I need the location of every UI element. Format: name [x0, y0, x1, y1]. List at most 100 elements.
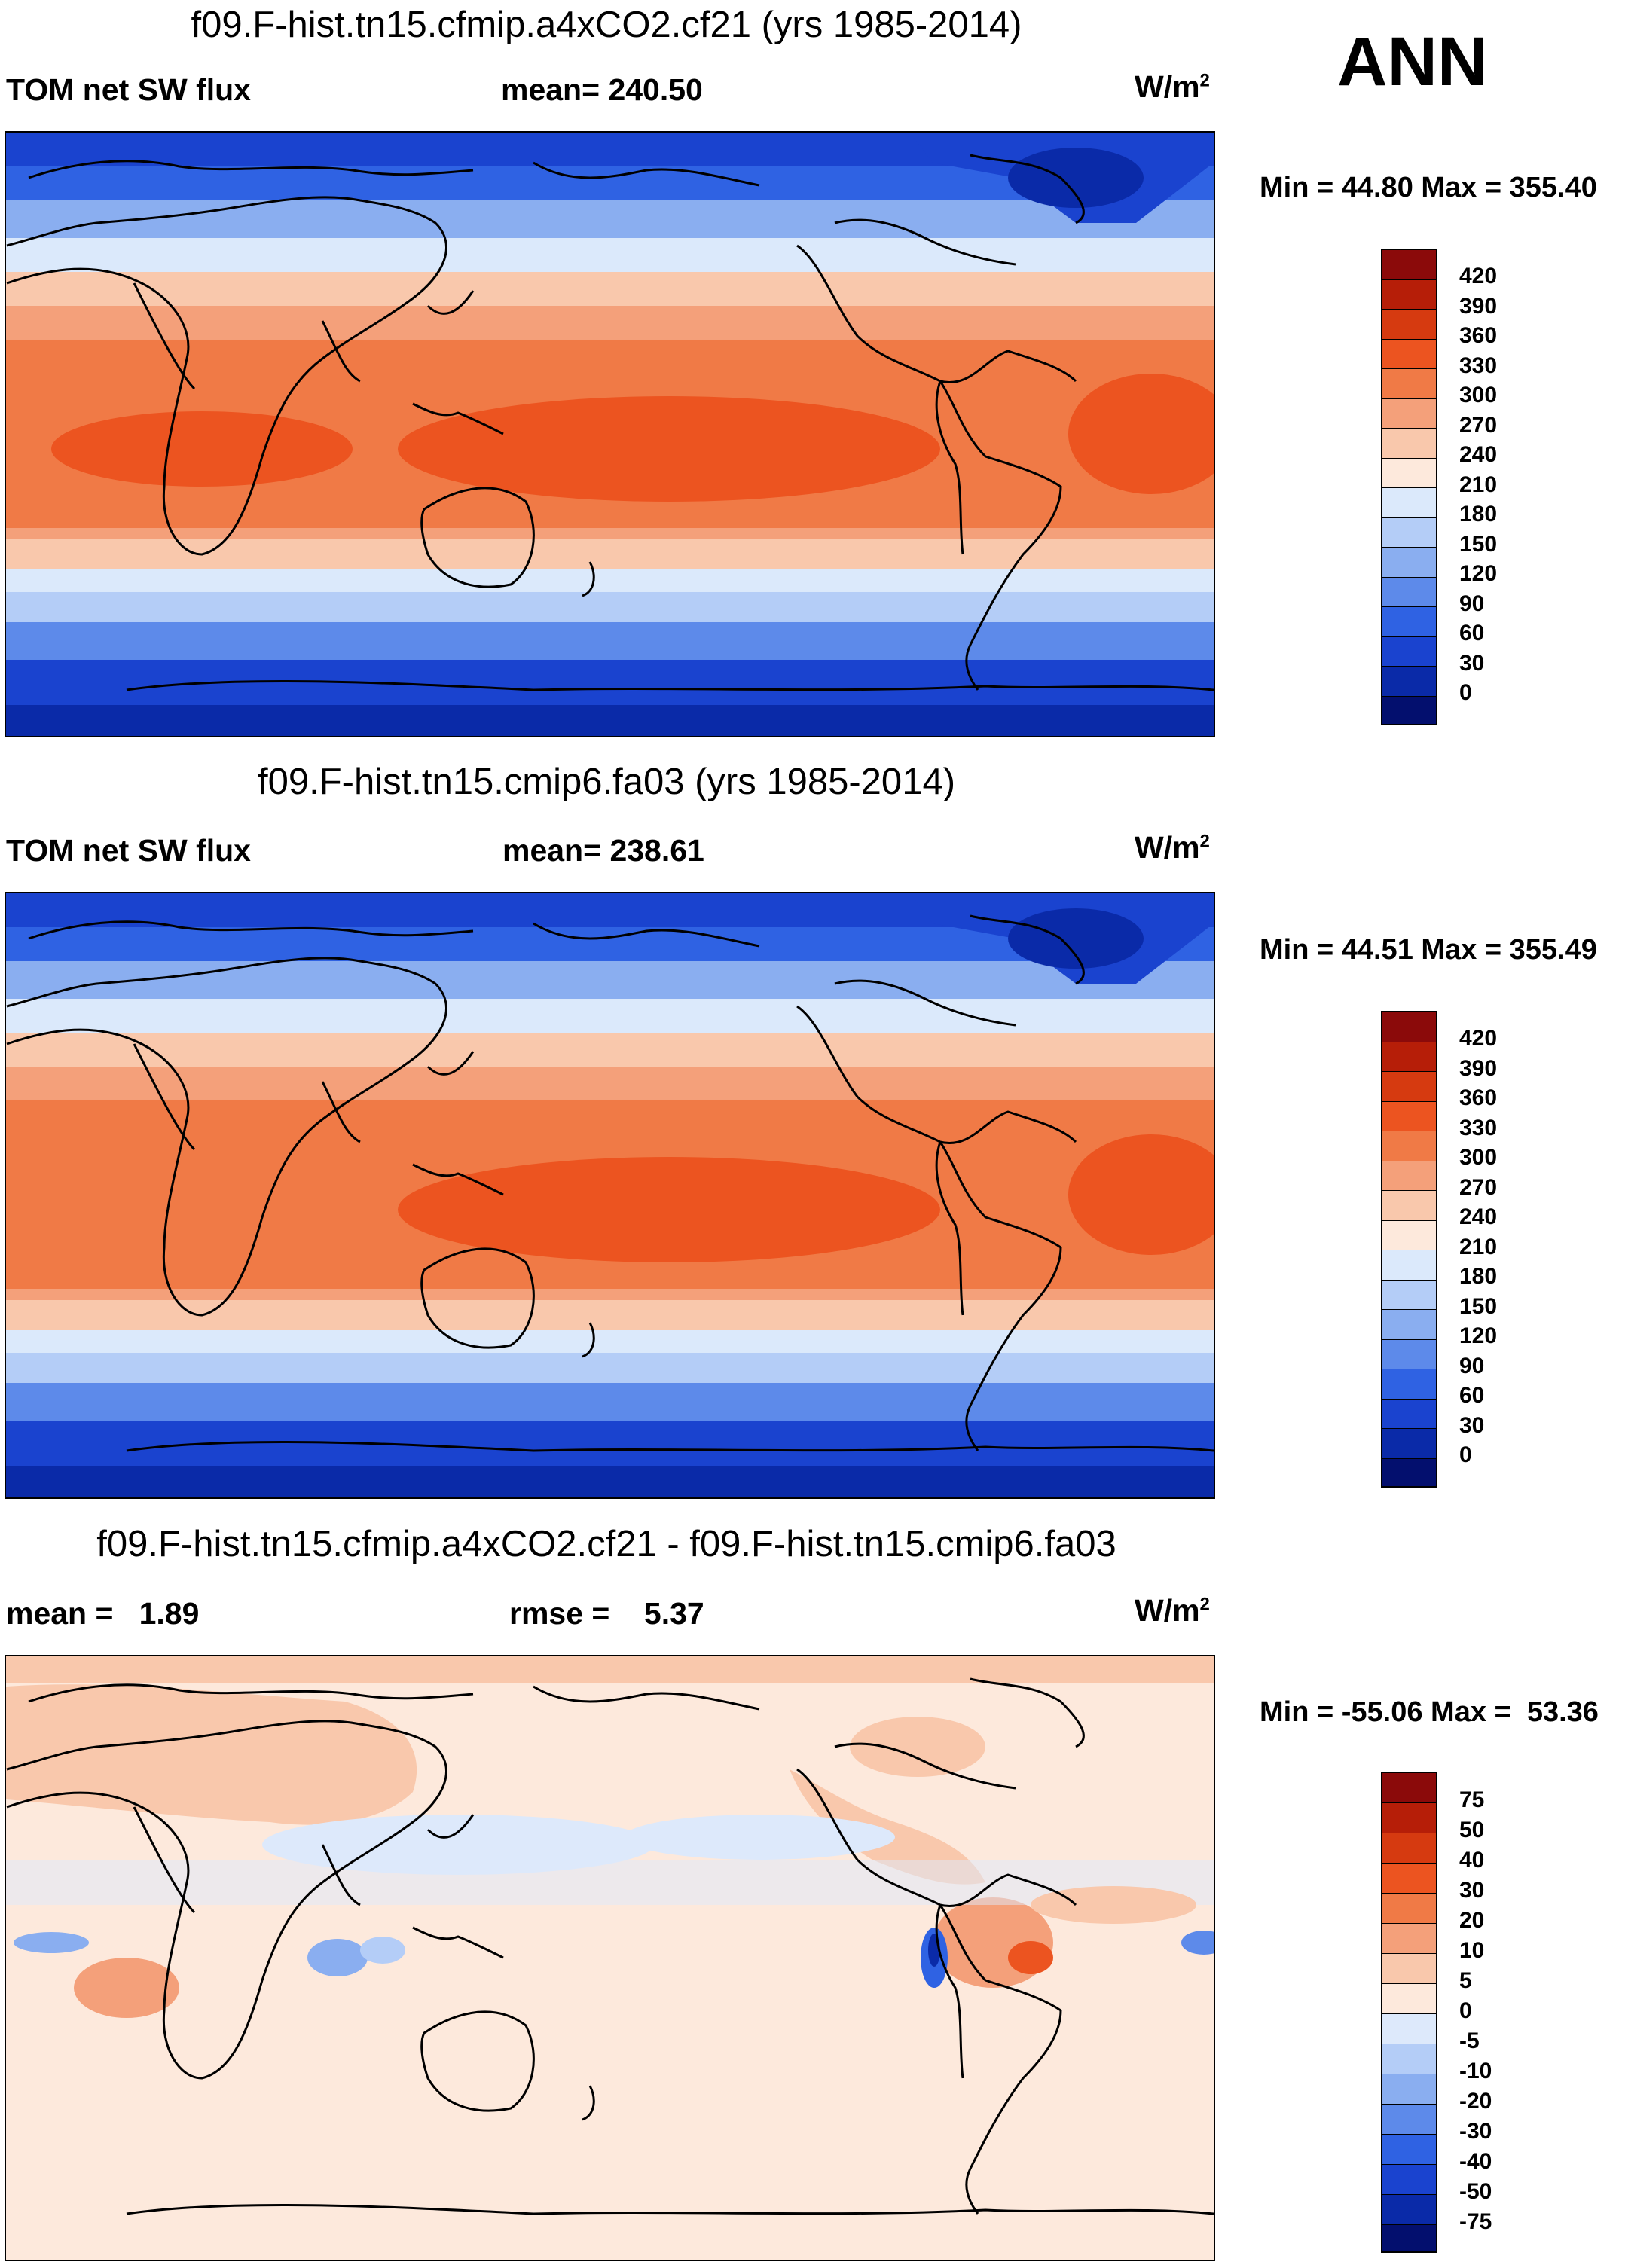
colorbar-1-label: 420: [1459, 264, 1498, 288]
panel-3-map: [5, 1655, 1215, 2261]
colorbar-3-label: -5: [1459, 2028, 1480, 2053]
colorbar-3-box: [1382, 2014, 1436, 2044]
colorbar-1-label: 0: [1459, 680, 1472, 705]
colorbar-2-box: [1382, 1191, 1436, 1221]
colorbar-2-box: [1382, 1281, 1436, 1310]
colorbar-1-box: [1382, 340, 1436, 369]
colorbar-2-box: [1382, 1072, 1436, 1102]
panel-3-units-text: W/m: [1135, 1593, 1200, 1628]
panel-3-title: f09.F-hist.tn15.cfmip.a4xCO2.cf21 - f09.…: [96, 1524, 1116, 1564]
colorbar-2-label: 0: [1459, 1442, 1472, 1467]
panel-1-units-text: W/m: [1135, 69, 1200, 104]
colorbar-1-box: [1382, 429, 1436, 459]
panel-2-contour-fill: [6, 893, 1214, 1497]
colorbar-2-label: 240: [1459, 1204, 1498, 1229]
colorbar-3-label: -30: [1459, 2119, 1492, 2144]
panel-1-mean-label: mean= 240.50: [501, 72, 703, 107]
colorbar-1-box: [1382, 607, 1436, 637]
colorbar-1-box: [1382, 578, 1436, 607]
colorbar-3-label: 5: [1459, 1968, 1472, 1993]
panel-2-units-text: W/m: [1135, 830, 1200, 865]
panel-1-minmax: Min = 44.80 Max = 355.40: [1260, 172, 1597, 203]
colorbar-1-box: [1382, 488, 1436, 518]
colorbar-1-label: 90: [1459, 591, 1485, 616]
colorbar-1-label: 180: [1459, 502, 1498, 527]
panel-3-rmse-label: rmse = 5.37: [509, 1596, 704, 1631]
panel-2-variable-label: TOM net SW flux: [6, 833, 251, 868]
panel-2-map: [5, 892, 1215, 1499]
colorbar-2-box: [1382, 1429, 1436, 1459]
colorbar-2-box: [1382, 1459, 1436, 1486]
colorbar-2-label: 300: [1459, 1145, 1498, 1170]
colorbar-2-box: [1382, 1131, 1436, 1161]
colorbar-3-label: 10: [1459, 1938, 1485, 1963]
colorbar-3-label: -20: [1459, 2089, 1492, 2114]
season-label: ANN: [1337, 23, 1488, 100]
colorbar-2-label: 120: [1459, 1323, 1498, 1348]
colorbar-3-box: [1382, 1803, 1436, 1833]
colorbar-3-box: [1382, 2195, 1436, 2225]
panel-3-units: W/m2: [1135, 1593, 1210, 1629]
colorbar-2-label: 330: [1459, 1116, 1498, 1140]
colorbar-1-box: [1382, 369, 1436, 399]
colorbar-1-label: 30: [1459, 651, 1485, 676]
colorbar-3-label: 75: [1459, 1787, 1485, 1812]
colorbar-2-box: [1382, 1161, 1436, 1191]
colorbar-2-box: [1382, 1400, 1436, 1429]
colorbar-3-label: 30: [1459, 1878, 1485, 1903]
colorbar-1-box: [1382, 667, 1436, 697]
panel-2-coastlines: [6, 914, 1214, 1452]
panel-3-mean-label: mean = 1.89: [6, 1596, 200, 1631]
colorbar-3-box: [1382, 1924, 1436, 1954]
panel-1-contour-fill: [6, 133, 1214, 736]
colorbar-1-label: 120: [1459, 561, 1498, 586]
colorbar-3-box: [1382, 2044, 1436, 2074]
colorbar-3-box: [1382, 1833, 1436, 1864]
colorbar-2-label: 270: [1459, 1175, 1498, 1200]
colorbar-2-label: 150: [1459, 1294, 1498, 1319]
colorbar-2-label: 420: [1459, 1026, 1498, 1051]
colorbar-3-label: -40: [1459, 2149, 1492, 2174]
panel-3-coastlines: [6, 1677, 1214, 2215]
colorbar-2-box: [1382, 1042, 1436, 1072]
colorbar-3-label: -10: [1459, 2059, 1492, 2083]
panel-1-map: [5, 131, 1215, 737]
colorbar-1-label: 210: [1459, 472, 1498, 497]
colorbar-1-box: [1382, 459, 1436, 488]
colorbar-1-box: [1382, 548, 1436, 578]
panel-2-colorbar: [1381, 1011, 1437, 1488]
colorbar-2-label: 60: [1459, 1383, 1485, 1408]
colorbar-3-label: 50: [1459, 1818, 1485, 1842]
panel-2-minmax: Min = 44.51 Max = 355.49: [1260, 934, 1597, 966]
colorbar-3-box: [1382, 1984, 1436, 2014]
colorbar-1-box: [1382, 697, 1436, 724]
colorbar-1-box: [1382, 250, 1436, 280]
colorbar-3-box: [1382, 1773, 1436, 1803]
colorbar-1-box: [1382, 518, 1436, 548]
colorbar-2-label: 180: [1459, 1264, 1498, 1289]
colorbar-2-box: [1382, 1250, 1436, 1281]
colorbar-2-box: [1382, 1221, 1436, 1250]
panel-3-minmax: Min = -55.06 Max = 53.36: [1260, 1696, 1599, 1728]
colorbar-3-box: [1382, 2165, 1436, 2195]
colorbar-2-box: [1382, 1310, 1436, 1340]
panel-2-mean-label: mean= 238.61: [502, 833, 704, 868]
panel-1-units-exp: 2: [1199, 70, 1210, 91]
colorbar-3-box: [1382, 2225, 1436, 2251]
colorbar-3-box: [1382, 2135, 1436, 2165]
colorbar-3-box: [1382, 1954, 1436, 1984]
panel-1-title: f09.F-hist.tn15.cfmip.a4xCO2.cf21 (yrs 1…: [191, 5, 1022, 45]
colorbar-3-label: 20: [1459, 1908, 1485, 1933]
colorbar-3-box: [1382, 1894, 1436, 1924]
colorbar-3-box: [1382, 2105, 1436, 2135]
colorbar-3-box: [1382, 2074, 1436, 2105]
colorbar-2-box: [1382, 1369, 1436, 1400]
colorbar-1-box: [1382, 637, 1436, 667]
panel-2-title: f09.F-hist.tn15.cmip6.fa03 (yrs 1985-201…: [257, 762, 956, 802]
colorbar-1-label: 330: [1459, 353, 1498, 378]
panel-3-units-exp: 2: [1199, 1594, 1210, 1615]
colorbar-3-box: [1382, 1864, 1436, 1894]
colorbar-1-box: [1382, 310, 1436, 340]
colorbar-1-label: 60: [1459, 621, 1485, 646]
colorbar-2-box: [1382, 1102, 1436, 1131]
